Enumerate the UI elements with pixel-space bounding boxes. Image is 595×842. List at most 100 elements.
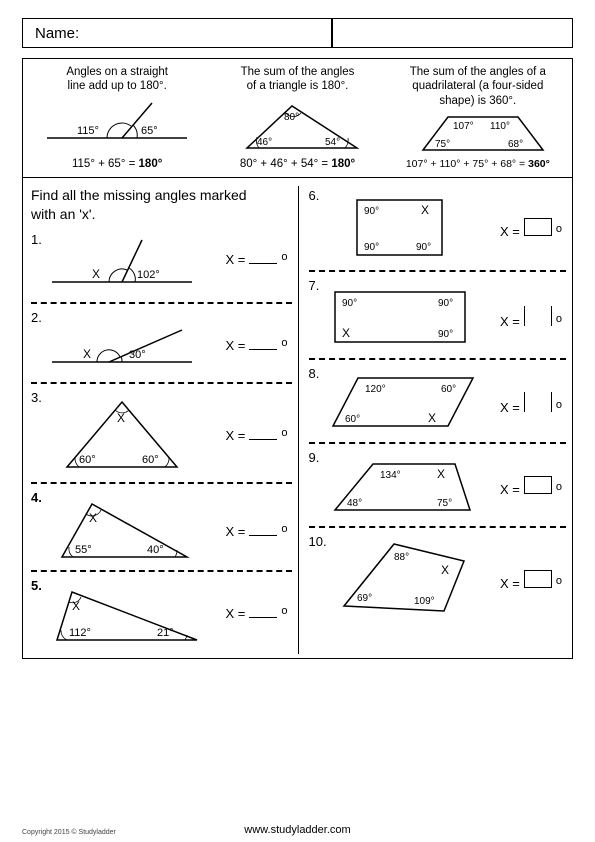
rule3-figure: 107° 110° 75° 68° bbox=[388, 112, 568, 154]
problem-9: 9. 134° X 48° 75° X = o bbox=[309, 448, 567, 524]
svg-text:90°: 90° bbox=[364, 206, 379, 217]
p2-num: 2. bbox=[31, 310, 42, 325]
problem-4: 4. X 55° 40° X = o bbox=[31, 488, 292, 568]
svg-text:90°: 90° bbox=[364, 242, 379, 253]
p9-figure: 134° X 48° 75° bbox=[325, 452, 485, 518]
svg-text:102°: 102° bbox=[137, 269, 160, 281]
problem-3: 3. X 60° 60° X = o bbox=[31, 388, 292, 480]
svg-text:90°: 90° bbox=[438, 329, 453, 340]
rule1-equation: 115° + 65° = 180° bbox=[27, 157, 207, 171]
svg-text:30°: 30° bbox=[129, 349, 146, 361]
problem-10: 10. 88° X 69° 109° X = o bbox=[309, 532, 567, 622]
svg-text:68°: 68° bbox=[508, 139, 523, 150]
p7-num: 7. bbox=[309, 278, 320, 293]
svg-text:60°: 60° bbox=[142, 454, 159, 466]
p3-answer: X = o bbox=[226, 426, 288, 443]
p10-blank[interactable] bbox=[524, 570, 552, 588]
p5-blank[interactable] bbox=[249, 604, 277, 618]
left-column: Find all the missing angles marked with … bbox=[31, 186, 299, 654]
divider bbox=[309, 442, 567, 444]
p4-answer: X = o bbox=[226, 522, 288, 539]
p2-answer: X = o bbox=[226, 336, 288, 353]
worksheet-page: Name: Angles on a straight line add up t… bbox=[0, 0, 595, 669]
svg-text:54°: 54° bbox=[325, 137, 340, 148]
rule-quadrilateral: The sum of the angles of a quadrilateral… bbox=[388, 65, 568, 171]
name-label: Name: bbox=[23, 25, 91, 42]
p5-answer: X = o bbox=[226, 604, 288, 621]
divider bbox=[31, 302, 292, 304]
svg-text:107°: 107° bbox=[453, 121, 474, 132]
p8-figure: 120° 60° 60° X bbox=[323, 368, 483, 434]
p6-figure: 90° X 90° 90° bbox=[339, 190, 469, 262]
p7-figure: 90° 90° X 90° bbox=[325, 280, 480, 350]
svg-text:120°: 120° bbox=[365, 384, 386, 395]
rule-triangle: The sum of the angles of a triangle is 1… bbox=[207, 65, 387, 171]
svg-text:48°: 48° bbox=[347, 498, 362, 509]
p4-num: 4. bbox=[31, 490, 42, 505]
name-divider bbox=[331, 19, 333, 47]
name-bar: Name: bbox=[22, 18, 573, 48]
svg-text:X: X bbox=[72, 599, 80, 613]
svg-text:90°: 90° bbox=[438, 298, 453, 309]
divider bbox=[31, 382, 292, 384]
problem-8: 8. 120° 60° 60° X X = o bbox=[309, 364, 567, 440]
svg-text:X: X bbox=[421, 203, 429, 217]
divider bbox=[309, 270, 567, 272]
rule2-figure: 80° 46° 54° bbox=[207, 98, 387, 153]
p1-num: 1. bbox=[31, 232, 42, 247]
svg-text:115°: 115° bbox=[77, 125, 99, 137]
svg-text:60°: 60° bbox=[345, 414, 360, 425]
p8-num: 8. bbox=[309, 366, 320, 381]
p8-answer: X = o bbox=[500, 392, 562, 415]
p2-blank[interactable] bbox=[249, 336, 277, 350]
svg-text:40°: 40° bbox=[147, 544, 164, 556]
footer-url: www.studyladder.com bbox=[0, 824, 595, 836]
svg-text:65°: 65° bbox=[141, 125, 158, 137]
p2-figure: X 30° bbox=[47, 312, 197, 374]
p1-blank[interactable] bbox=[249, 250, 277, 264]
p3-figure: X 60° 60° bbox=[47, 392, 197, 477]
svg-text:21°: 21° bbox=[157, 627, 174, 639]
svg-text:88°: 88° bbox=[394, 552, 409, 563]
svg-text:X: X bbox=[92, 267, 100, 281]
p10-figure: 88° X 69° 109° bbox=[329, 536, 489, 621]
problem-2: 2. X 30° X = o bbox=[31, 308, 292, 380]
p6-answer: X = o bbox=[500, 218, 562, 239]
rule1-desc: Angles on a straight line add up to 180°… bbox=[27, 65, 207, 94]
p9-answer: X = o bbox=[500, 476, 562, 497]
p7-blank[interactable] bbox=[524, 306, 552, 326]
svg-text:69°: 69° bbox=[357, 593, 372, 604]
p10-answer: X = o bbox=[500, 570, 562, 591]
p4-blank[interactable] bbox=[249, 522, 277, 536]
p8-blank[interactable] bbox=[524, 392, 552, 412]
problem-5: 5. X 112° 21° X = o bbox=[31, 576, 292, 654]
divider bbox=[31, 482, 292, 484]
p3-blank[interactable] bbox=[249, 426, 277, 440]
rule-straight-line: Angles on a straight line add up to 180°… bbox=[27, 65, 207, 171]
rule2-equation: 80° + 46° + 54° = 180° bbox=[207, 157, 387, 171]
svg-text:110°: 110° bbox=[490, 121, 510, 132]
p3-num: 3. bbox=[31, 390, 42, 405]
p1-figure: X 102° bbox=[47, 234, 197, 294]
svg-text:X: X bbox=[428, 411, 436, 425]
svg-text:75°: 75° bbox=[435, 139, 450, 150]
p1-answer: X = o bbox=[226, 250, 288, 267]
problem-6: 6. 90° X 90° 90° X = o bbox=[309, 186, 567, 268]
svg-text:60°: 60° bbox=[441, 384, 456, 395]
p4-figure: X 55° 40° bbox=[47, 492, 197, 564]
svg-text:X: X bbox=[342, 326, 350, 340]
p6-blank[interactable] bbox=[524, 218, 552, 236]
p10-num: 10. bbox=[309, 534, 327, 549]
svg-text:X: X bbox=[89, 511, 97, 525]
svg-text:112°: 112° bbox=[69, 627, 91, 639]
p9-blank[interactable] bbox=[524, 476, 552, 494]
rule3-equation: 107° + 110° + 75° + 68° = 360° bbox=[388, 158, 568, 171]
p5-num: 5. bbox=[31, 578, 42, 593]
svg-text:109°: 109° bbox=[414, 596, 435, 607]
divider bbox=[309, 358, 567, 360]
rule1-figure: 115° 65° bbox=[27, 98, 207, 153]
svg-text:75°: 75° bbox=[437, 498, 452, 509]
svg-text:134°: 134° bbox=[380, 470, 401, 481]
svg-text:90°: 90° bbox=[416, 242, 431, 253]
svg-text:X: X bbox=[441, 563, 449, 577]
